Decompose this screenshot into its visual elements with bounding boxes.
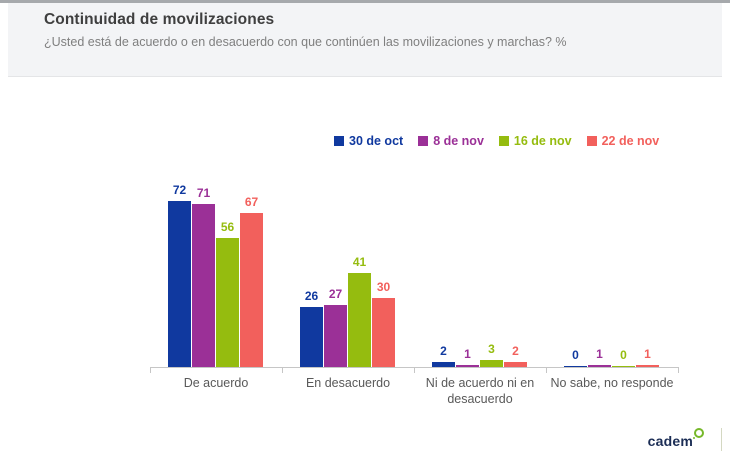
page-subtitle: ¿Usted está de acuerdo o en desacuerdo c… [44,35,567,49]
category-label-1: En desacuerdo [305,376,391,390]
bar-22-de-nov-cat3 [636,365,659,367]
legend-swatch-icon [418,136,429,146]
bar-value-label: 0 [620,348,627,362]
legend-item-0: 30 de oct [334,134,403,148]
bar-8-de-nov-cat1 [324,305,347,367]
bar-value-label: 67 [244,195,259,209]
bar-value-label: 41 [352,255,367,269]
bar-value-label: 71 [196,186,211,200]
bar-value-label: 3 [488,342,495,356]
bar-8-de-nov-cat3 [588,365,611,367]
bar-8-de-nov-cat2 [456,365,479,367]
legend-label: 30 de oct [349,134,404,148]
bar-value-label: 26 [304,289,319,303]
bar-value-label: 1 [596,347,603,361]
legend-item-1: 8 de nov [418,134,484,148]
legend-label: 8 de nov [433,134,484,148]
bar-16-de-nov-cat2 [480,360,503,367]
x-axis-tick [678,367,679,373]
bar-value-label: 72 [172,183,187,197]
cadem-logo-text: cadem [647,433,693,449]
bar-value-label: 2 [512,344,519,358]
bar-value-label: 27 [328,287,343,301]
slide-header: Continuidad de movilizaciones ¿Usted est… [8,3,722,77]
bar-16-de-nov-cat3 [612,366,635,367]
footer-divider [721,428,722,451]
legend-label: 22 de nov [601,134,660,148]
x-axis-tick [414,367,415,373]
legend-item-2: 16 de nov [498,134,572,148]
bar-30-de-oct-cat2 [432,362,455,367]
page-title: Continuidad de movilizaciones [44,11,275,28]
bar-value-label: 0 [572,348,579,362]
category-label-0: De acuerdo [183,376,249,390]
bar-value-label: 30 [376,280,391,294]
legend-item-3: 22 de nov [586,134,660,148]
bar-22-de-nov-cat2 [504,362,527,367]
bar-value-label: 2 [440,344,447,358]
x-axis-tick [282,367,283,373]
bar-8-de-nov-cat0 [192,204,215,367]
legend-swatch-icon [334,136,344,146]
category-label-2: Ni de acuerdo ni en desacuerdo [425,376,535,407]
bar-30-de-oct-cat3 [564,366,587,367]
legend-label: 16 de nov [513,134,572,148]
bar-value-label: 1 [464,347,471,361]
bar-30-de-oct-cat0 [168,201,191,367]
legend-swatch-icon [498,136,509,146]
chart-legend: 30 de oct 8 de nov 16 de nov 22 de nov [334,134,659,148]
cadem-logo: cadem [648,428,704,451]
bar-30-de-oct-cat1 [300,307,323,367]
category-label-3: No sabe, no responde [550,376,674,390]
x-axis-tick [150,367,151,373]
bar-16-de-nov-cat1 [348,273,371,367]
bar-value-label: 1 [644,347,651,361]
bar-22-de-nov-cat1 [372,298,395,367]
bar-16-de-nov-cat0 [216,238,239,367]
legend-swatch-icon [586,136,597,146]
bar-22-de-nov-cat0 [240,213,263,367]
window-top-strip [0,0,730,3]
bar-value-label: 56 [220,220,235,234]
x-axis-tick [546,367,547,373]
cadem-logo-ring-icon [693,428,704,439]
